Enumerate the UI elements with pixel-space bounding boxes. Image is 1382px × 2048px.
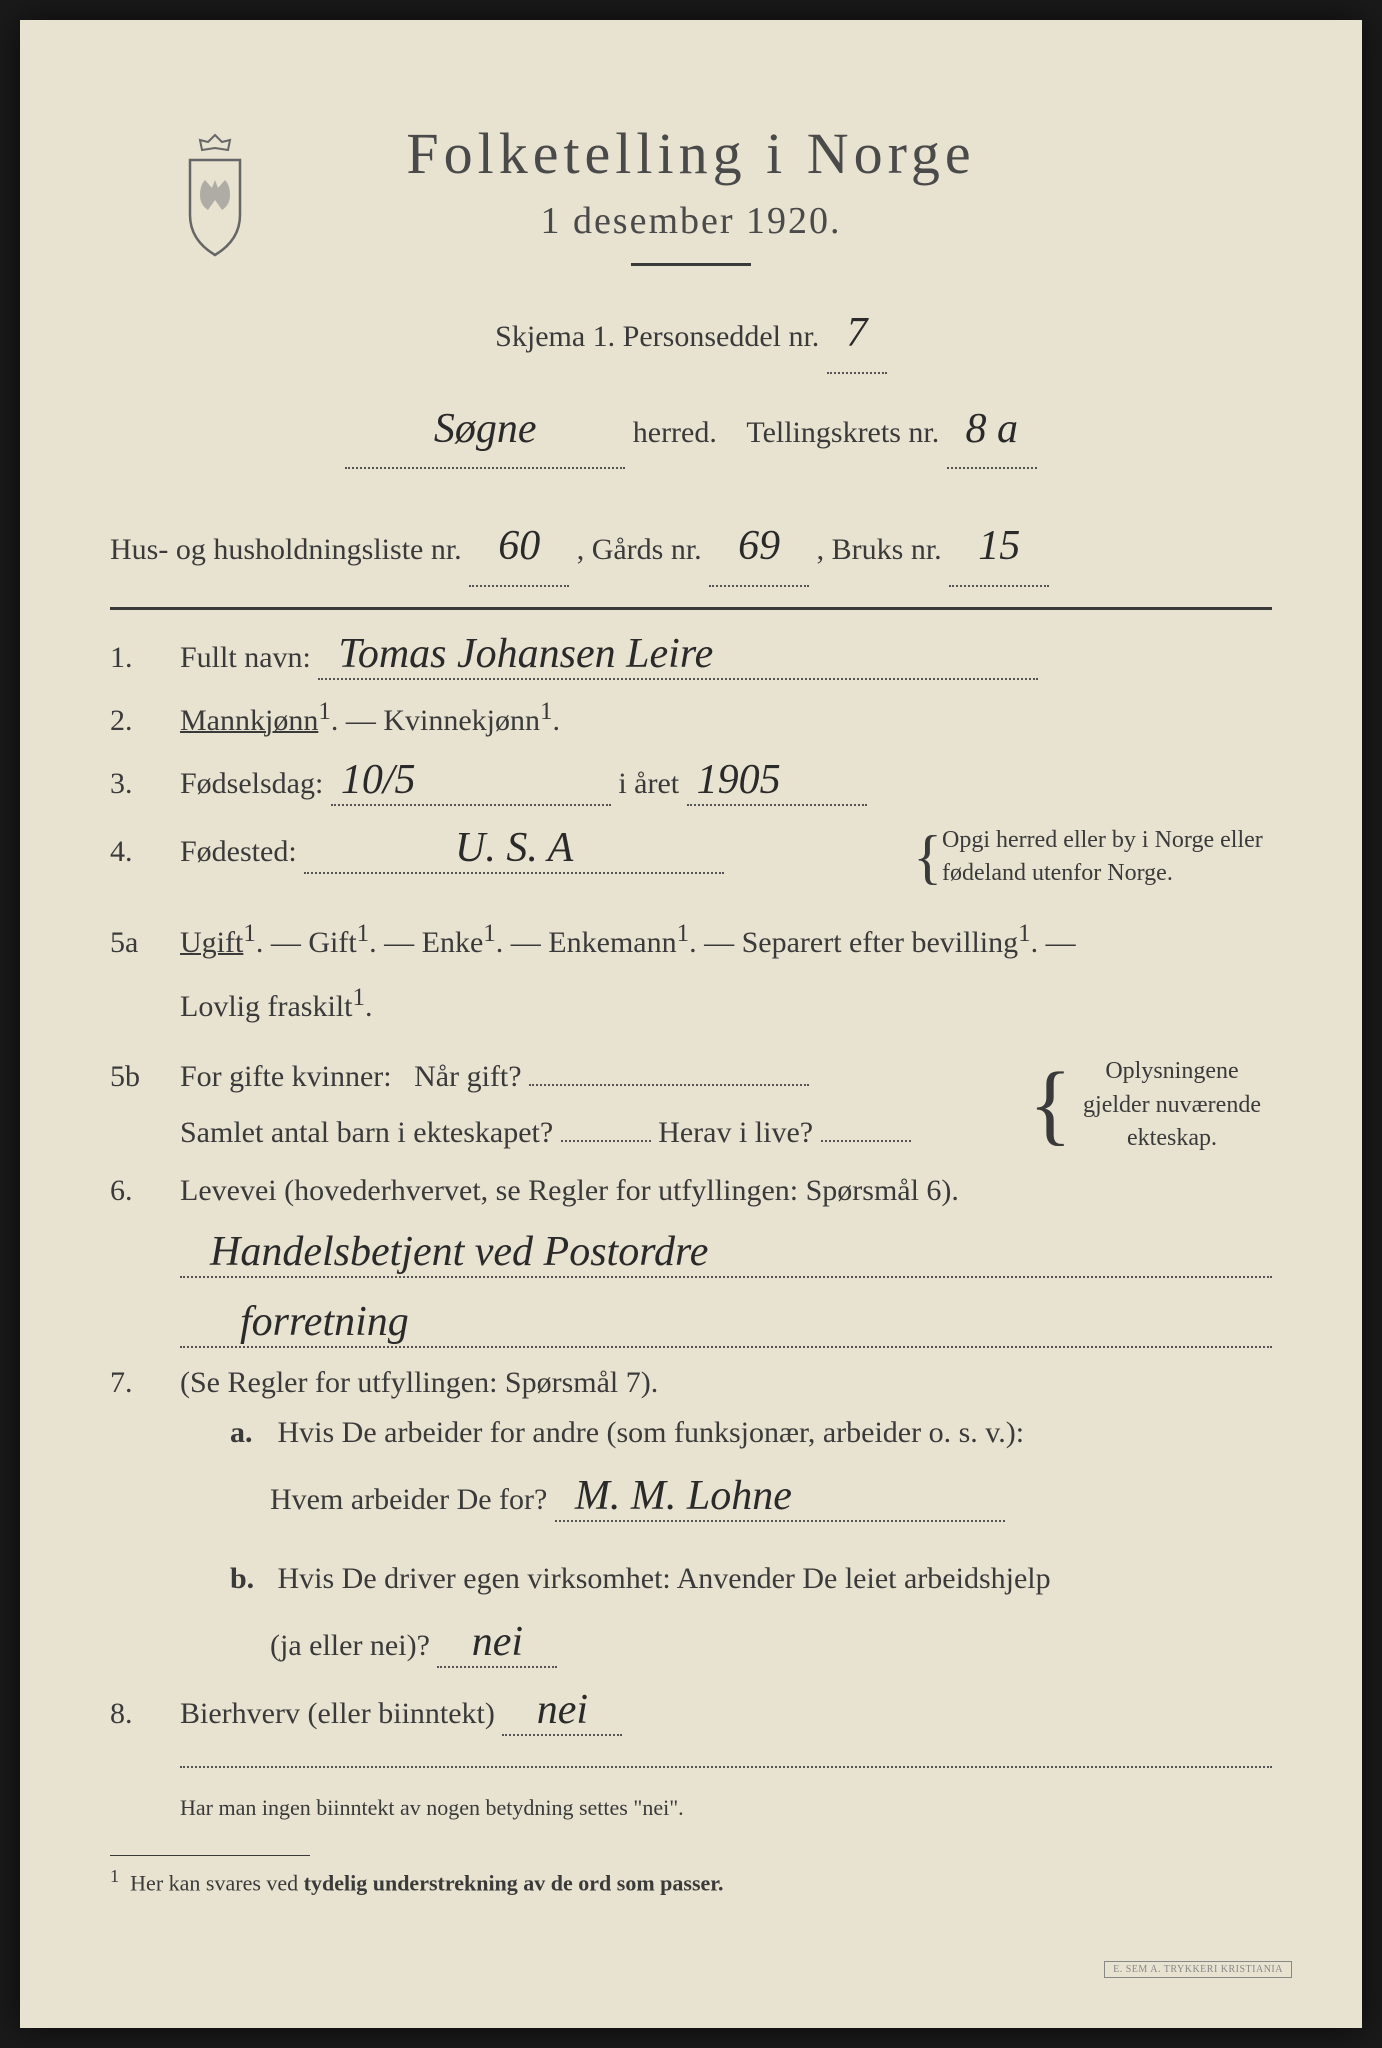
q5b-num: 5b <box>110 1060 180 1094</box>
q2-mann: Mannkjønn <box>180 704 318 737</box>
divider-1 <box>110 607 1272 610</box>
main-title: Folketelling i Norge <box>110 120 1272 187</box>
gards-label: , Gårds nr. <box>577 533 702 566</box>
q3-year-label: i året <box>618 767 679 800</box>
q7b: b. Hvis De driver egen virksomhet: Anven… <box>160 1562 1272 1668</box>
q7a-value: M. M. Lohne <box>555 1472 1005 1522</box>
q5b-blank3 <box>821 1140 911 1142</box>
q4-row: 4. Fødested: U. S. A { Opgi herred eller… <box>110 824 1272 891</box>
tellingskrets-nr: 8 a <box>947 392 1037 470</box>
q6-value-line2: forretning <box>180 1298 1272 1348</box>
q1-row: 1. Fullt navn: Tomas Johansen Leire <box>110 630 1272 680</box>
personseddel-nr: 7 <box>827 296 887 374</box>
coat-of-arms-icon <box>170 130 260 260</box>
q1-num: 1. <box>110 641 180 675</box>
herred-line: Søgne herred. Tellingskrets nr. 8 a <box>110 392 1272 470</box>
q7a: a. Hvis De arbeider for andre (som funks… <box>160 1416 1272 1522</box>
q4-value: U. S. A <box>304 824 724 874</box>
bruks-nr: 15 <box>949 509 1049 587</box>
form-header: Folketelling i Norge 1 desember 1920. Sk… <box>110 120 1272 469</box>
q4-brace: { <box>913 833 942 881</box>
q3-label: Fødselsdag: <box>180 767 323 800</box>
herred-label: herred. <box>633 416 717 449</box>
q2-sup1: 1 <box>318 698 331 725</box>
tellingskrets-label: Tellingskrets nr. <box>746 416 939 449</box>
gards-nr: 69 <box>709 509 809 587</box>
q6-label: Levevei (hovederhvervet, se Regler for u… <box>180 1174 1272 1208</box>
q5a-row: 5a Ugift1. — Gift1. — Enke1. — Enkemann1… <box>110 909 1272 1037</box>
footnote-sup: 1 <box>110 1866 119 1886</box>
q7b-text1: Hvis De driver egen virksomhet: Anvender… <box>278 1562 1051 1595</box>
footnote-rule <box>110 1855 310 1856</box>
q8-label: Bierhverv (eller biinntekt) <box>180 1697 495 1730</box>
q4-label: Fødested: <box>180 835 297 868</box>
q2-period: . <box>552 704 560 737</box>
q8-row: 8. Bierhverv (eller biinntekt) nei <box>110 1686 1272 1768</box>
q7-row: 7. (Se Regler for utfyllingen: Spørsmål … <box>110 1366 1272 1668</box>
census-form-page: Folketelling i Norge 1 desember 1920. Sk… <box>20 20 1362 2028</box>
q8-value: nei <box>502 1686 622 1736</box>
herred-name: Søgne <box>345 392 625 470</box>
skjema-label: Skjema 1. Personseddel nr. <box>495 320 819 353</box>
q5a-gift: Gift <box>308 926 356 959</box>
q6-value-line1: Handelsbetjent ved Postordre <box>180 1228 1272 1278</box>
q8-num: 8. <box>110 1697 180 1731</box>
q2-dash1: . — <box>331 704 376 737</box>
q5b-line2-q2: Herav i live? <box>658 1116 813 1149</box>
footnote: 1 Her kan svares ved tydelig understrekn… <box>110 1847 1272 1896</box>
q5b-line1-q: Når gift? <box>414 1060 521 1093</box>
q7-num: 7. <box>110 1366 180 1400</box>
q3-year: 1905 <box>687 756 867 806</box>
q1-label: Fullt navn: <box>180 641 311 674</box>
q5b-blank2 <box>561 1140 651 1142</box>
bottom-note: Har man ingen biinntekt av nogen betydni… <box>180 1788 1272 1828</box>
q2-row: 2. Mannkjønn1. — Kvinnekjønn1. <box>110 698 1272 738</box>
q7-label: (Se Regler for utfyllingen: Spørsmål 7). <box>180 1366 1272 1400</box>
q5a-separert: Separert efter bevilling <box>742 926 1019 959</box>
q5a-num: 5a <box>110 926 180 960</box>
q5a-ugift: Ugift <box>180 926 243 959</box>
q5b-row: 5b For gifte kvinner: Når gift? Samlet a… <box>110 1055 1272 1156</box>
q3-day: 10/5 <box>331 756 611 806</box>
q7a-text2: Hvem arbeider De for? <box>270 1483 547 1516</box>
q7b-value: nei <box>437 1618 557 1668</box>
q5a-enke: Enke <box>422 926 484 959</box>
printer-mark: E. SEM A. TRYKKERI KRISTIANIA <box>1104 1961 1292 1978</box>
footnote-text: Her kan svares ved tydelig understreknin… <box>130 1871 723 1896</box>
q2-kvinne: Kvinnekjønn <box>383 704 540 737</box>
husliste-nr: 60 <box>469 509 569 587</box>
q5a-enkemann: Enkemann <box>548 926 676 959</box>
subtitle: 1 desember 1920. <box>110 199 1272 243</box>
q7a-label: a. <box>230 1416 270 1450</box>
q5b-line2-q1: Samlet antal barn i ekteskapet? <box>180 1116 553 1149</box>
husliste-label: Hus- og husholdningsliste nr. <box>110 533 462 566</box>
q2-num: 2. <box>110 704 180 738</box>
q7a-text1: Hvis De arbeider for andre (som funksjon… <box>278 1416 1025 1449</box>
q7b-text2: (ja eller nei)? <box>270 1629 430 1662</box>
q1-value: Tomas Johansen Leire <box>318 630 1038 680</box>
q3-row: 3. Fødselsdag: 10/5 i året 1905 <box>110 756 1272 806</box>
husliste-line: Hus- og husholdningsliste nr. 60 , Gårds… <box>110 509 1272 587</box>
q6-row: 6. Levevei (hovederhvervet, se Regler fo… <box>110 1174 1272 1348</box>
skjema-line: Skjema 1. Personseddel nr. 7 <box>110 296 1272 374</box>
q5b-brace: { <box>1029 1069 1072 1141</box>
q7b-label: b. <box>230 1562 270 1596</box>
q5a-lovlig: Lovlig fraskilt <box>180 990 352 1023</box>
q2-sup2: 1 <box>540 698 553 725</box>
q5b-note: Oplysningene gjelder nuværende ekteskap. <box>1072 1055 1272 1156</box>
q4-num: 4. <box>110 835 180 869</box>
bruks-label: , Bruks nr. <box>817 533 942 566</box>
q6-num: 6. <box>110 1174 180 1208</box>
q8-blank-line <box>180 1766 1272 1768</box>
title-rule <box>631 263 751 266</box>
q4-note: Opgi herred eller by i Norge eller fødel… <box>942 824 1272 891</box>
q5b-blank1 <box>529 1084 809 1086</box>
q3-num: 3. <box>110 767 180 801</box>
q5b-line1-label: For gifte kvinner: <box>180 1060 392 1093</box>
